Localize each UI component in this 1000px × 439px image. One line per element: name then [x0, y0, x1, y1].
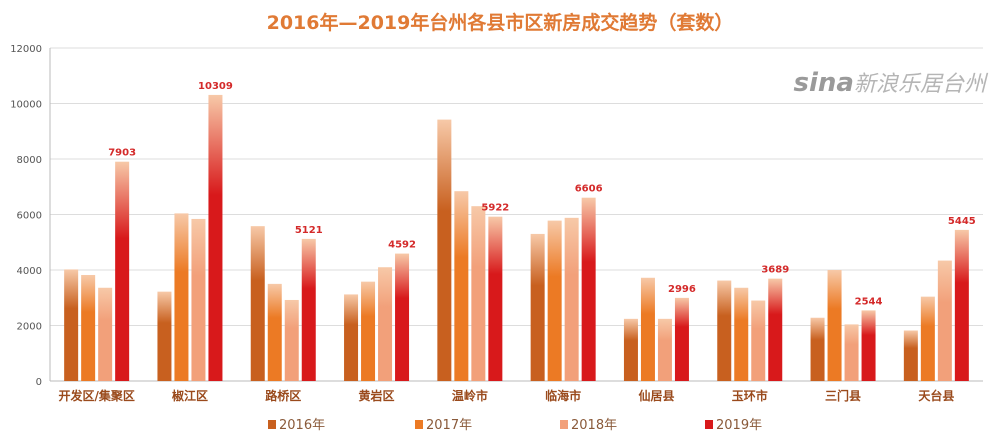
y-tick-label: 2000 — [17, 322, 42, 333]
bar-2019年 — [768, 278, 783, 381]
x-tick-label: 温岭市 — [452, 388, 488, 403]
legend-label: 2018年 — [571, 418, 617, 433]
y-tick-label: 6000 — [17, 211, 42, 222]
bar-2017年 — [827, 270, 842, 381]
legend-swatch — [415, 420, 423, 429]
bar-2016年 — [903, 330, 918, 381]
x-tick-label: 路桥区 — [265, 388, 301, 403]
data-label: 4592 — [388, 240, 416, 251]
bar-2017年 — [267, 283, 282, 381]
bar-2017年 — [454, 191, 469, 381]
bar-2016年 — [530, 233, 545, 381]
x-tick-label: 仙居县 — [638, 388, 674, 403]
data-label: 2996 — [668, 284, 696, 295]
bar-2019年 — [208, 94, 223, 382]
bar-2019年 — [115, 161, 130, 381]
x-tick-label: 三门县 — [825, 388, 861, 403]
legend-label: 2016年 — [279, 418, 325, 433]
legend-label: 2019年 — [716, 418, 762, 433]
bar-2019年 — [954, 229, 969, 381]
bar-2018年 — [471, 206, 486, 381]
bar-2016年 — [250, 226, 265, 381]
bar-2018年 — [844, 324, 859, 381]
x-tick-label: 临海市 — [545, 388, 581, 403]
y-tick-label: 8000 — [17, 155, 42, 166]
y-tick-label: 10000 — [10, 100, 42, 111]
x-tick-label: 玉环市 — [732, 388, 768, 403]
bar-2017年 — [734, 287, 749, 381]
bar-2018年 — [284, 299, 299, 381]
bar-2019年 — [674, 297, 689, 381]
bar-2018年 — [98, 287, 113, 381]
data-label: 3689 — [761, 265, 789, 276]
data-label: 2544 — [855, 296, 883, 307]
x-tick-label: 开发区/集聚区 — [58, 388, 134, 403]
data-label: 5445 — [948, 216, 976, 227]
bar-2019年 — [861, 310, 876, 381]
chart-title: 2016年—2019年台州各县市区新房成交趋势（套数） — [266, 12, 734, 34]
bar-2017年 — [174, 213, 189, 381]
data-label: 6606 — [575, 184, 603, 195]
bar-2019年 — [581, 197, 596, 381]
bar-2017年 — [920, 296, 935, 381]
x-tick-label: 黄岩区 — [359, 388, 395, 403]
data-label: 10309 — [198, 81, 233, 92]
bar-2018年 — [937, 260, 952, 381]
bar-2019年 — [395, 253, 410, 381]
bar-2019年 — [488, 216, 503, 381]
bar-2017年 — [361, 281, 376, 381]
legend-label: 2017年 — [426, 418, 472, 433]
legend-swatch — [705, 420, 713, 429]
y-tick-label: 12000 — [10, 44, 42, 55]
bar-2016年 — [157, 291, 172, 381]
y-tick-label: 4000 — [17, 266, 42, 277]
bar-2016年 — [717, 280, 732, 381]
data-label: 5922 — [481, 203, 509, 214]
x-tick-label: 天台县 — [918, 388, 954, 403]
x-tick-label: 椒江区 — [172, 388, 208, 403]
bar-2016年 — [64, 269, 79, 381]
bar-2019年 — [301, 238, 316, 381]
legend-swatch — [560, 420, 568, 429]
sina-watermark: sina新浪乐居台州 — [793, 68, 986, 98]
legend-swatch — [268, 420, 276, 429]
y-tick-label: 0 — [36, 377, 42, 388]
bar-2018年 — [751, 300, 766, 381]
bar-2016年 — [810, 317, 825, 381]
bar-2016年 — [623, 318, 638, 381]
bar-2017年 — [81, 274, 96, 381]
bar-2018年 — [657, 318, 672, 381]
bar-2017年 — [640, 277, 655, 381]
bar-2016年 — [344, 294, 359, 381]
bar-2018年 — [191, 218, 206, 381]
data-label: 5121 — [295, 225, 323, 236]
bar-2017年 — [547, 220, 562, 381]
bar-2018年 — [378, 267, 393, 381]
data-label: 7903 — [108, 148, 136, 159]
bar-2016年 — [437, 119, 452, 381]
bar-2018年 — [564, 217, 579, 381]
